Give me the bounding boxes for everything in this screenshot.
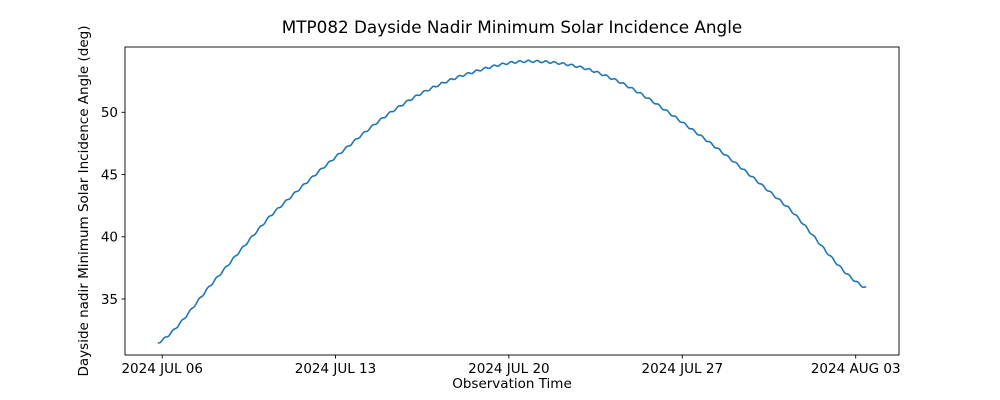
x-tick-label: 2024 AUG 03 xyxy=(811,361,901,377)
x-axis-label: Observation Time xyxy=(452,376,572,392)
plot-spines xyxy=(124,46,900,356)
y-tick-label: 35 xyxy=(101,292,118,308)
x-tick-label: 2024 JUL 27 xyxy=(642,361,724,377)
x-tick-label: 2024 JUL 13 xyxy=(295,361,377,377)
y-axis-label: Dayside nadir Minimum Solar Incidence An… xyxy=(76,25,92,377)
data-line xyxy=(157,59,867,344)
x-tick-label: 2024 JUL 06 xyxy=(121,361,203,377)
chart-title: MTP082 Dayside Nadir Minimum Solar Incid… xyxy=(281,17,743,37)
y-tick-label: 50 xyxy=(101,105,118,121)
x-tick-label: 2024 JUL 20 xyxy=(468,361,550,377)
y-tick-label: 45 xyxy=(101,167,118,183)
y-tick-label: 40 xyxy=(101,230,118,246)
